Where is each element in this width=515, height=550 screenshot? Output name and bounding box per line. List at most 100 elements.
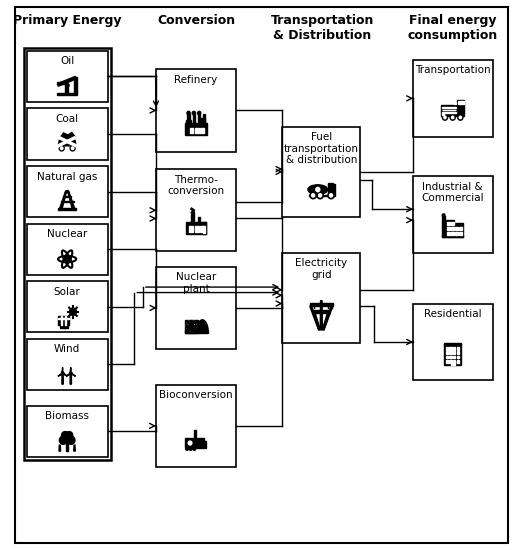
Polygon shape xyxy=(63,196,71,197)
Circle shape xyxy=(444,117,446,119)
FancyBboxPatch shape xyxy=(195,226,199,232)
FancyBboxPatch shape xyxy=(27,339,108,390)
Text: Nuclear: Nuclear xyxy=(47,229,87,239)
FancyBboxPatch shape xyxy=(454,103,456,104)
Text: Fuel
transportation
& distribution: Fuel transportation & distribution xyxy=(284,132,359,166)
FancyBboxPatch shape xyxy=(447,232,450,235)
FancyBboxPatch shape xyxy=(413,176,492,253)
Polygon shape xyxy=(68,192,75,210)
FancyBboxPatch shape xyxy=(156,169,236,251)
FancyBboxPatch shape xyxy=(455,227,458,230)
FancyBboxPatch shape xyxy=(27,406,108,457)
Text: Transportation
& Distribution: Transportation & Distribution xyxy=(270,14,374,42)
Circle shape xyxy=(442,214,445,217)
FancyBboxPatch shape xyxy=(156,267,236,349)
FancyBboxPatch shape xyxy=(457,346,459,350)
Circle shape xyxy=(59,146,64,151)
Text: Natural gas: Natural gas xyxy=(37,172,97,182)
Polygon shape xyxy=(185,320,198,333)
FancyBboxPatch shape xyxy=(457,355,459,359)
Circle shape xyxy=(186,439,194,447)
FancyBboxPatch shape xyxy=(27,224,108,275)
FancyBboxPatch shape xyxy=(451,361,455,365)
FancyBboxPatch shape xyxy=(453,360,455,363)
FancyBboxPatch shape xyxy=(195,128,199,133)
Text: Coal: Coal xyxy=(56,114,79,124)
Circle shape xyxy=(193,447,196,450)
FancyBboxPatch shape xyxy=(27,166,108,217)
Text: Bioconversion: Bioconversion xyxy=(159,390,233,400)
Polygon shape xyxy=(59,192,66,210)
Circle shape xyxy=(66,432,73,439)
Circle shape xyxy=(62,432,68,439)
Polygon shape xyxy=(314,310,329,313)
Circle shape xyxy=(458,115,463,120)
Polygon shape xyxy=(66,373,71,376)
Polygon shape xyxy=(441,105,465,116)
Polygon shape xyxy=(310,306,320,330)
Circle shape xyxy=(187,112,190,115)
Circle shape xyxy=(65,257,70,261)
Circle shape xyxy=(328,192,334,199)
Polygon shape xyxy=(444,343,461,345)
Polygon shape xyxy=(446,220,454,237)
FancyBboxPatch shape xyxy=(446,355,448,359)
Polygon shape xyxy=(444,344,461,365)
Circle shape xyxy=(190,324,193,328)
Text: Residential: Residential xyxy=(424,309,482,319)
Polygon shape xyxy=(58,76,75,86)
Circle shape xyxy=(70,146,75,151)
Circle shape xyxy=(452,117,454,119)
Circle shape xyxy=(316,188,320,191)
Polygon shape xyxy=(441,109,456,111)
Circle shape xyxy=(70,372,72,375)
Polygon shape xyxy=(61,201,74,202)
Polygon shape xyxy=(442,235,463,237)
Polygon shape xyxy=(65,84,67,93)
FancyBboxPatch shape xyxy=(282,253,360,343)
Polygon shape xyxy=(185,123,207,135)
FancyBboxPatch shape xyxy=(450,351,452,354)
Polygon shape xyxy=(198,217,200,222)
FancyBboxPatch shape xyxy=(447,227,450,230)
FancyBboxPatch shape xyxy=(15,7,508,543)
Circle shape xyxy=(190,447,192,450)
Polygon shape xyxy=(185,438,196,448)
Polygon shape xyxy=(70,367,71,373)
FancyBboxPatch shape xyxy=(27,108,108,160)
FancyBboxPatch shape xyxy=(413,60,492,137)
Circle shape xyxy=(310,192,316,199)
Polygon shape xyxy=(198,114,200,123)
Circle shape xyxy=(317,192,323,199)
Polygon shape xyxy=(197,438,204,441)
Polygon shape xyxy=(185,331,208,333)
Circle shape xyxy=(60,436,67,444)
Circle shape xyxy=(62,432,72,443)
Circle shape xyxy=(66,84,69,87)
Polygon shape xyxy=(70,373,72,384)
Polygon shape xyxy=(186,120,191,123)
Polygon shape xyxy=(58,318,68,319)
Polygon shape xyxy=(74,445,75,451)
Circle shape xyxy=(70,308,76,315)
Polygon shape xyxy=(58,138,76,146)
Polygon shape xyxy=(62,373,67,376)
FancyBboxPatch shape xyxy=(27,281,108,332)
FancyBboxPatch shape xyxy=(450,346,452,350)
Polygon shape xyxy=(58,208,76,210)
Circle shape xyxy=(67,436,75,444)
Text: Electricity
grid: Electricity grid xyxy=(295,258,347,280)
Polygon shape xyxy=(202,222,206,234)
FancyBboxPatch shape xyxy=(446,351,448,354)
Text: Wind: Wind xyxy=(54,344,80,354)
FancyBboxPatch shape xyxy=(453,351,455,354)
Ellipse shape xyxy=(308,185,328,194)
Polygon shape xyxy=(57,82,66,84)
FancyBboxPatch shape xyxy=(457,360,459,363)
Circle shape xyxy=(193,112,195,115)
Polygon shape xyxy=(320,301,322,330)
FancyBboxPatch shape xyxy=(200,226,204,232)
Polygon shape xyxy=(193,114,195,123)
Text: Solar: Solar xyxy=(54,287,80,297)
FancyBboxPatch shape xyxy=(413,304,492,381)
